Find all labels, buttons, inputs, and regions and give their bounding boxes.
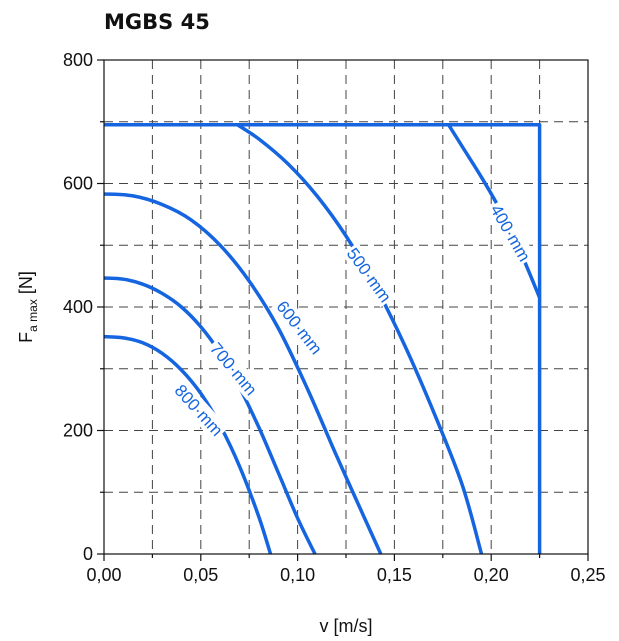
x-tick-label: 0,05: [183, 565, 218, 585]
y-tick-label: 400: [63, 297, 93, 317]
y-tick-label: 200: [63, 421, 93, 441]
chart-title: MGBS 45: [104, 10, 210, 34]
plot-frame: [103, 59, 589, 555]
x-tick-label: 0,10: [280, 565, 315, 585]
x-tick-label: 0,20: [474, 565, 509, 585]
curve-label-text: 500·mm: [343, 244, 395, 306]
x-tick-label: 0,25: [570, 565, 605, 585]
y-axis-label-main: F: [16, 332, 36, 343]
series-line-600-mm: [103, 192, 383, 555]
curve-label-bg: [169, 378, 229, 442]
curve-label-400-mm: 400·mm: [485, 199, 536, 267]
series-line-700-mm: [103, 276, 317, 555]
curve-label-bg: [485, 199, 536, 267]
grid: [104, 60, 588, 554]
y-tick-label: 600: [63, 174, 93, 194]
series-group: [103, 123, 542, 555]
x-tick-label: 0,15: [377, 565, 412, 585]
ticks: 0,00 0,05 0,10 0,15 0,20 0,25 0 200 400 600 800: [63, 50, 606, 585]
y-axis-label-unit: [N]: [16, 271, 36, 299]
curve-label-text: 600·mm: [272, 297, 325, 358]
y-tick-label: 0: [83, 544, 93, 564]
y-tick-label: 800: [63, 50, 93, 70]
y-axis-label-sub: a max: [26, 299, 40, 332]
curve-label-bg: [341, 242, 397, 308]
x-axis-label: v [m/s]: [320, 616, 373, 636]
series-line-500-mm: [236, 123, 484, 555]
envelope-line: [104, 123, 542, 554]
curve-label-bg: [204, 337, 263, 401]
series-line-800-mm: [103, 334, 273, 555]
envelope: [104, 123, 542, 554]
y-axis-label: Fa max [N]: [16, 271, 40, 343]
x-tick-label: 0,00: [86, 565, 121, 585]
curve-label-bg: [271, 295, 328, 360]
curve-label-text: 400·mm: [486, 201, 534, 265]
curve-label-500-mm: 500·mm: [341, 242, 397, 308]
